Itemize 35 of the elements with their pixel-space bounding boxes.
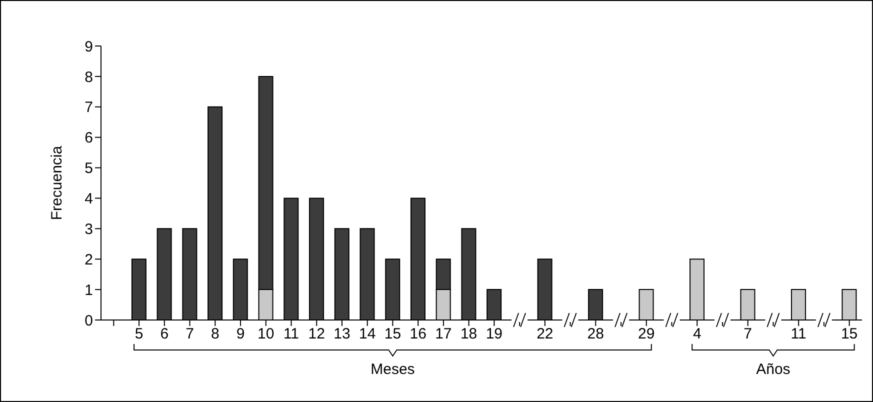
x-tick-label: 11 (790, 326, 806, 343)
x-tick-label: 12 (308, 326, 325, 343)
y-tick-label: 5 (84, 160, 93, 178)
y-tick-label: 2 (84, 251, 93, 268)
x-tick-label: 10 (258, 326, 274, 343)
y-tick-label: 0 (84, 312, 93, 330)
x-tick-label: 5 (134, 326, 144, 343)
x-tick-label: 29 (638, 326, 655, 343)
y-tick-label: 9 (84, 38, 93, 56)
x-tick-label: 28 (587, 326, 604, 343)
y-tick-label: 3 (84, 220, 93, 238)
x-tick-label: 19 (486, 326, 503, 343)
x-tick-label: 9 (236, 326, 245, 343)
x-tick-label: 16 (410, 326, 426, 343)
x-tick-label: 22 (536, 326, 554, 343)
x-tick-label: 4 (692, 326, 702, 343)
x-tick-label: 14 (359, 326, 376, 343)
y-axis-title: Frecuencia (48, 145, 66, 220)
x-tick-label: 17 (435, 326, 452, 343)
y-tick-label: 8 (84, 68, 93, 86)
text: Años (756, 361, 790, 378)
x-tick-label: 7 (186, 326, 194, 343)
text: Meses (370, 361, 415, 378)
x-tick-label: 15 (384, 326, 402, 343)
x-tick-label: 8 (210, 326, 220, 343)
x-tick-label: 6 (160, 326, 169, 343)
y-tick-label: 6 (84, 130, 93, 147)
x-tick-label: 18 (460, 326, 478, 343)
y-tick-label: 1 (84, 282, 93, 299)
x-tick-label: 7 (744, 326, 752, 343)
y-tick-label: 7 (84, 99, 93, 116)
x-tick-label: 11 (283, 326, 300, 343)
x-tick-label: 13 (334, 326, 350, 343)
y-tick-label: 4 (84, 190, 93, 208)
x-tick-label: 15 (840, 326, 858, 343)
